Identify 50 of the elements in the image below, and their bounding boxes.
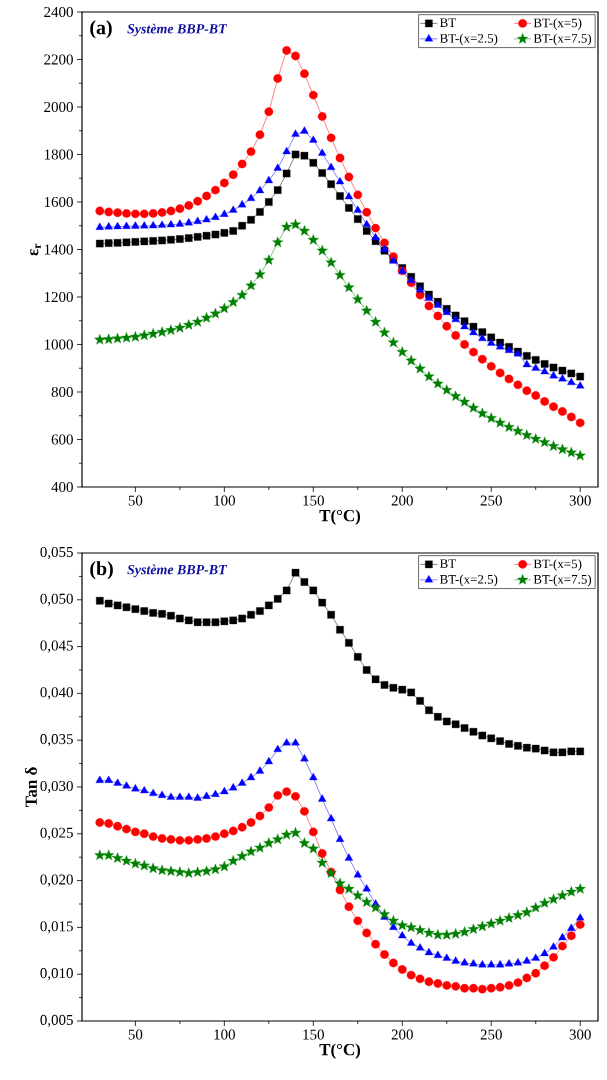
x-tick-label: 250 xyxy=(480,495,502,506)
y-tick-label: 1400 xyxy=(44,244,73,255)
y-tick-label: 0,045 xyxy=(40,640,73,653)
legend-label: BT xyxy=(439,18,456,27)
y-tick-label: 0,025 xyxy=(40,827,73,840)
chart-title: (b) xyxy=(90,561,113,580)
y-tick-label: 800 xyxy=(51,386,73,398)
chart-title: (a) xyxy=(90,20,112,39)
legend-label: BT xyxy=(439,559,456,568)
y-tick-label: 600 xyxy=(51,434,73,445)
x-axis-title: T(°C) xyxy=(319,1043,361,1059)
y-tick-label: 2200 xyxy=(44,54,73,65)
y-tick-label: 1800 xyxy=(44,149,73,160)
x-tick-label: 200 xyxy=(391,495,413,506)
x-tick-label: 50 xyxy=(128,495,143,506)
legend-label: BT-(x=5) xyxy=(533,559,582,571)
x-tick-label: 250 xyxy=(480,1029,502,1040)
y-tick-label: 2400 xyxy=(44,6,73,18)
legend-label: BT-(x=5) xyxy=(533,18,582,30)
y-tick-label: 0,050 xyxy=(40,593,73,606)
y-tick-label: 1200 xyxy=(44,291,73,303)
text: Système BBP-BT xyxy=(127,564,228,578)
y-axis-title: ε$_{r}$ xyxy=(30,243,41,256)
y-tick-label: 2000 xyxy=(44,101,73,113)
x-tick-label: 300 xyxy=(569,1029,591,1040)
y-tick-label: 0,035 xyxy=(40,734,73,747)
x-tick-label: 100 xyxy=(214,495,235,506)
text: Système BBP-BT xyxy=(127,23,228,37)
legend-label: BT-(x=2.5) xyxy=(439,574,498,587)
y-tick-label: 0,005 xyxy=(40,1014,73,1028)
y-tick-label: 0,020 xyxy=(40,874,73,887)
x-tick-label: 150 xyxy=(303,495,324,506)
x-axis-title: T(°C) xyxy=(319,509,361,525)
y-tick-label: 1600 xyxy=(44,196,73,208)
legend-label: BT-(x=2.5) xyxy=(439,33,498,46)
x-tick-label: 100 xyxy=(214,1029,235,1040)
y-axis-title: Tan δ xyxy=(24,767,38,808)
x-tick-label: 50 xyxy=(128,1029,143,1040)
x-tick-label: 150 xyxy=(303,1029,324,1040)
y-tick-label: 0,015 xyxy=(40,921,73,934)
y-tick-label: 400 xyxy=(51,481,73,493)
legend-label: BT-(x=7.5) xyxy=(533,33,592,46)
y-tick-label: 0,010 xyxy=(40,968,73,981)
x-tick-label: 200 xyxy=(391,1029,413,1040)
y-tick-label: 0,055 xyxy=(40,546,73,560)
y-tick-label: 0,030 xyxy=(40,780,73,794)
y-tick-label: 1000 xyxy=(44,339,73,350)
y-tick-label: 0,040 xyxy=(40,687,73,700)
legend-label: BT-(x=7.5) xyxy=(533,574,592,587)
x-tick-label: 300 xyxy=(569,495,591,506)
